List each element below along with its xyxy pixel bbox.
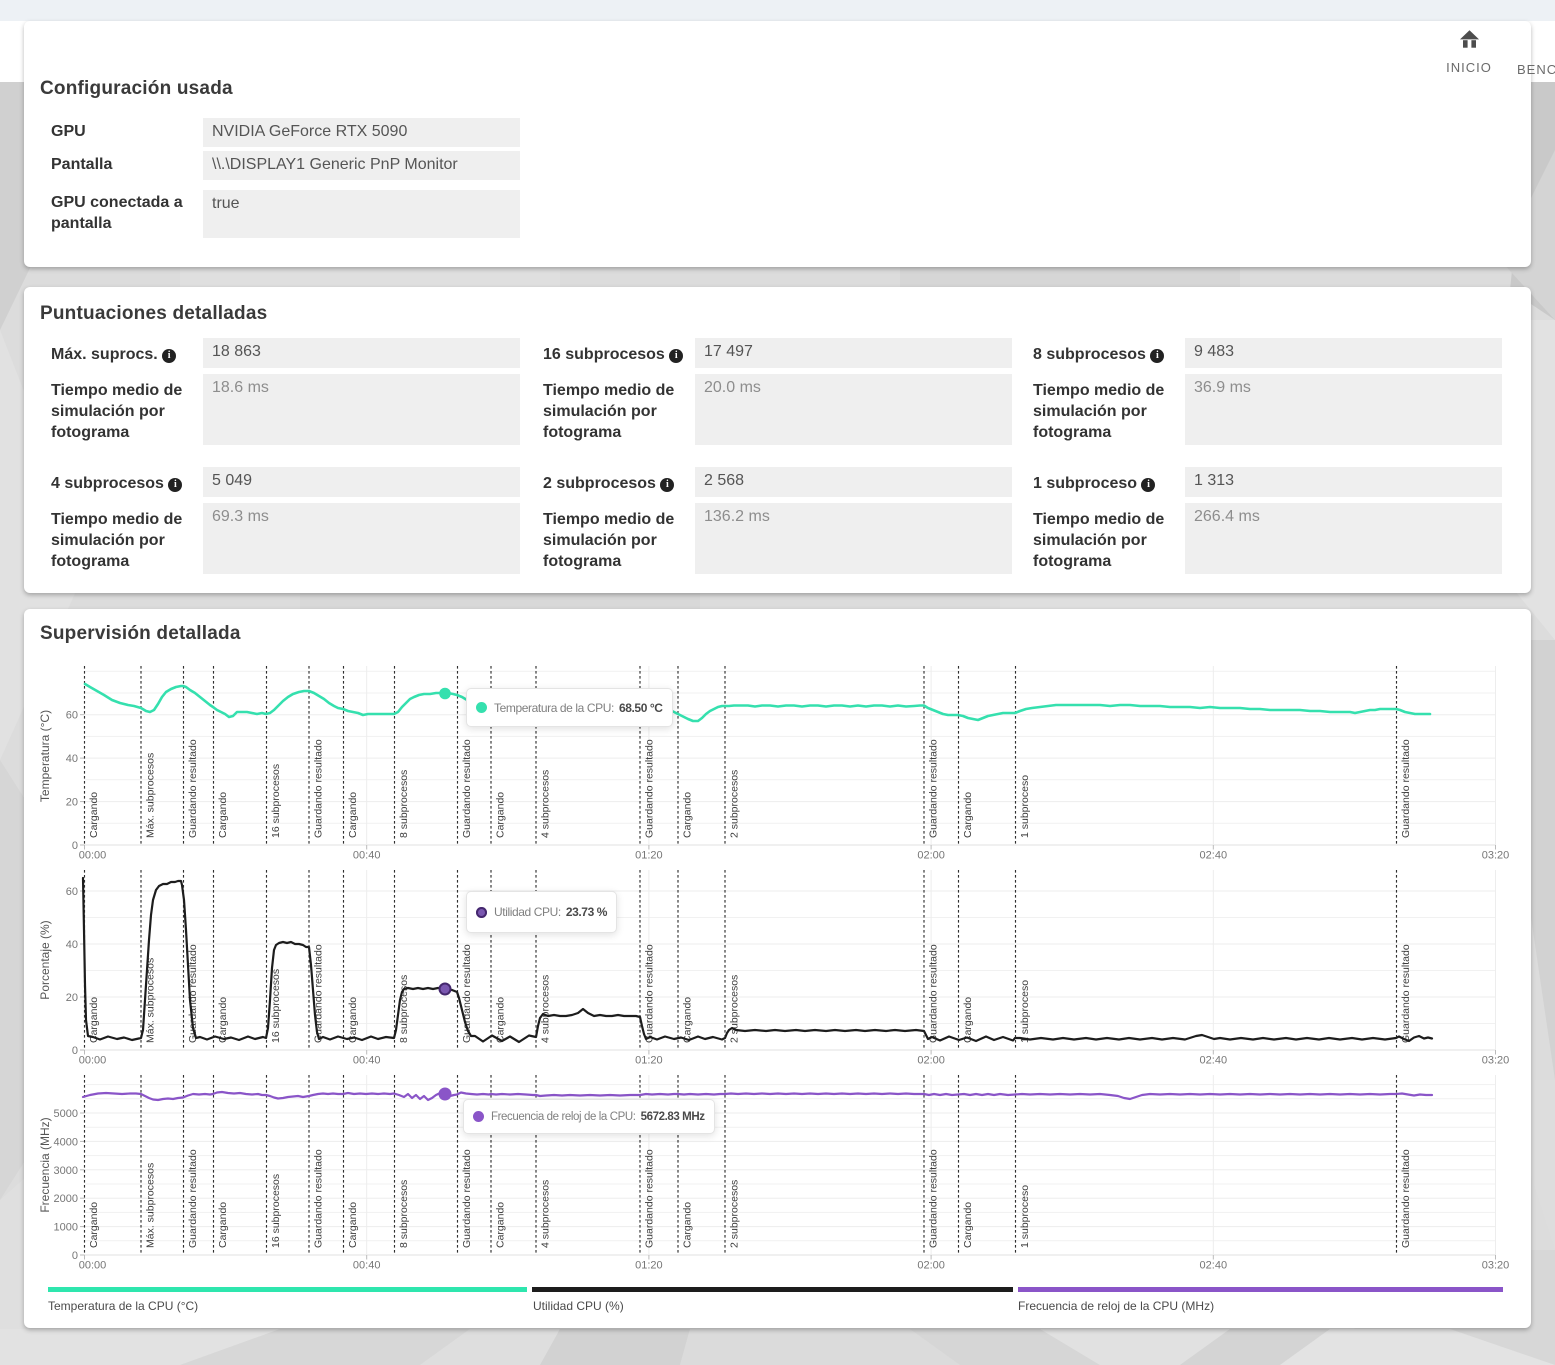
svg-text:4 subprocesos: 4 subprocesos xyxy=(540,975,552,1043)
svg-text:00:40: 00:40 xyxy=(353,1260,381,1272)
svg-text:Guardando resultado: Guardando resultado xyxy=(928,739,940,838)
svg-text:60: 60 xyxy=(66,710,78,722)
svg-text:Guardando resultado: Guardando resultado xyxy=(187,944,199,1043)
svg-text:4000: 4000 xyxy=(54,1136,78,1148)
svg-text:Cargando: Cargando xyxy=(682,792,694,838)
svg-text:Cargando: Cargando xyxy=(217,997,229,1043)
svg-text:Cargando: Cargando xyxy=(962,792,974,838)
svg-text:1 subproceso: 1 subproceso xyxy=(1019,775,1031,838)
svg-text:02:40: 02:40 xyxy=(1200,1260,1228,1272)
svg-text:Guardando resultado: Guardando resultado xyxy=(644,944,656,1043)
svg-text:Porcentaje (%): Porcentaje (%) xyxy=(38,920,52,999)
svg-text:Cargando: Cargando xyxy=(495,792,507,838)
svg-text:00:00: 00:00 xyxy=(79,1055,107,1067)
svg-text:0: 0 xyxy=(72,1045,78,1057)
svg-text:Cargando: Cargando xyxy=(962,997,974,1043)
svg-text:1 subproceso: 1 subproceso xyxy=(1019,1185,1031,1248)
svg-text:40: 40 xyxy=(66,939,78,951)
svg-text:Guardando resultado: Guardando resultado xyxy=(313,739,325,838)
svg-text:16 subprocesos: 16 subprocesos xyxy=(270,1174,282,1248)
svg-text:00:00: 00:00 xyxy=(79,1260,107,1272)
svg-text:20: 20 xyxy=(66,992,78,1004)
svg-text:Guardando resultado: Guardando resultado xyxy=(187,739,199,838)
svg-text:Guardando resultado: Guardando resultado xyxy=(461,739,473,838)
svg-text:Guardando resultado: Guardando resultado xyxy=(1400,944,1412,1043)
svg-text:0: 0 xyxy=(72,840,78,852)
svg-text:Guardando resultado: Guardando resultado xyxy=(644,1149,656,1248)
svg-text:16 subprocesos: 16 subprocesos xyxy=(270,969,282,1043)
svg-text:60: 60 xyxy=(66,886,78,898)
svg-text:Cargando: Cargando xyxy=(347,792,359,838)
svg-text:1 subproceso: 1 subproceso xyxy=(1019,980,1031,1043)
svg-text:01:20: 01:20 xyxy=(635,1055,663,1067)
svg-text:Frecuencia (MHz): Frecuencia (MHz) xyxy=(38,1117,52,1212)
svg-text:00:40: 00:40 xyxy=(353,850,381,862)
svg-text:02:00: 02:00 xyxy=(917,850,945,862)
svg-text:02:40: 02:40 xyxy=(1200,1055,1228,1067)
svg-text:Cargando: Cargando xyxy=(88,997,100,1043)
svg-text:03:20: 03:20 xyxy=(1482,850,1510,862)
svg-text:03:20: 03:20 xyxy=(1482,1260,1510,1272)
svg-text:Cargando: Cargando xyxy=(495,997,507,1043)
svg-text:00:00: 00:00 xyxy=(79,850,107,862)
svg-text:1000: 1000 xyxy=(54,1222,78,1234)
svg-text:Cargando: Cargando xyxy=(217,792,229,838)
svg-text:Cargando: Cargando xyxy=(682,1202,694,1248)
svg-text:Guardando resultado: Guardando resultado xyxy=(187,1149,199,1248)
svg-text:Cargando: Cargando xyxy=(347,997,359,1043)
svg-text:3000: 3000 xyxy=(54,1165,78,1177)
svg-text:Guardando resultado: Guardando resultado xyxy=(461,1149,473,1248)
svg-text:8 subprocesos: 8 subprocesos xyxy=(398,1180,410,1248)
svg-text:01:20: 01:20 xyxy=(635,1260,663,1272)
svg-text:16 subprocesos: 16 subprocesos xyxy=(270,764,282,838)
svg-text:Guardando resultado: Guardando resultado xyxy=(928,944,940,1043)
svg-text:Cargando: Cargando xyxy=(88,792,100,838)
svg-text:2 subprocesos: 2 subprocesos xyxy=(729,770,741,838)
svg-text:2 subprocesos: 2 subprocesos xyxy=(729,1180,741,1248)
svg-text:0: 0 xyxy=(72,1250,78,1262)
svg-text:8 subprocesos: 8 subprocesos xyxy=(398,770,410,838)
svg-text:00:40: 00:40 xyxy=(353,1055,381,1067)
svg-text:Máx. subprocesos: Máx. subprocesos xyxy=(145,958,157,1043)
svg-text:03:20: 03:20 xyxy=(1482,1055,1510,1067)
svg-text:Guardando resultado: Guardando resultado xyxy=(1400,739,1412,838)
svg-text:2000: 2000 xyxy=(54,1193,78,1205)
svg-text:Guardando resultado: Guardando resultado xyxy=(644,739,656,838)
svg-text:02:00: 02:00 xyxy=(917,1055,945,1067)
svg-text:Guardando resultado: Guardando resultado xyxy=(313,1149,325,1248)
svg-text:Guardando resultado: Guardando resultado xyxy=(928,1149,940,1248)
svg-text:Cargando: Cargando xyxy=(495,1202,507,1248)
svg-text:4 subprocesos: 4 subprocesos xyxy=(540,1180,552,1248)
svg-text:Máx. subprocesos: Máx. subprocesos xyxy=(145,1163,157,1248)
svg-text:Cargando: Cargando xyxy=(347,1202,359,1248)
svg-text:01:20: 01:20 xyxy=(635,850,663,862)
svg-text:5000: 5000 xyxy=(54,1108,78,1120)
svg-text:02:40: 02:40 xyxy=(1200,850,1228,862)
svg-text:Cargando: Cargando xyxy=(217,1202,229,1248)
svg-text:02:00: 02:00 xyxy=(917,1260,945,1272)
svg-text:Cargando: Cargando xyxy=(962,1202,974,1248)
svg-text:Guardando resultado: Guardando resultado xyxy=(1400,1149,1412,1248)
svg-text:Cargando: Cargando xyxy=(682,997,694,1043)
svg-text:Máx. subprocesos: Máx. subprocesos xyxy=(145,753,157,838)
svg-text:40: 40 xyxy=(66,753,78,765)
svg-text:Temperatura (°C): Temperatura (°C) xyxy=(38,710,52,802)
svg-text:20: 20 xyxy=(66,797,78,809)
svg-text:4 subprocesos: 4 subprocesos xyxy=(540,770,552,838)
svg-text:2 subprocesos: 2 subprocesos xyxy=(729,975,741,1043)
svg-text:Cargando: Cargando xyxy=(88,1202,100,1248)
